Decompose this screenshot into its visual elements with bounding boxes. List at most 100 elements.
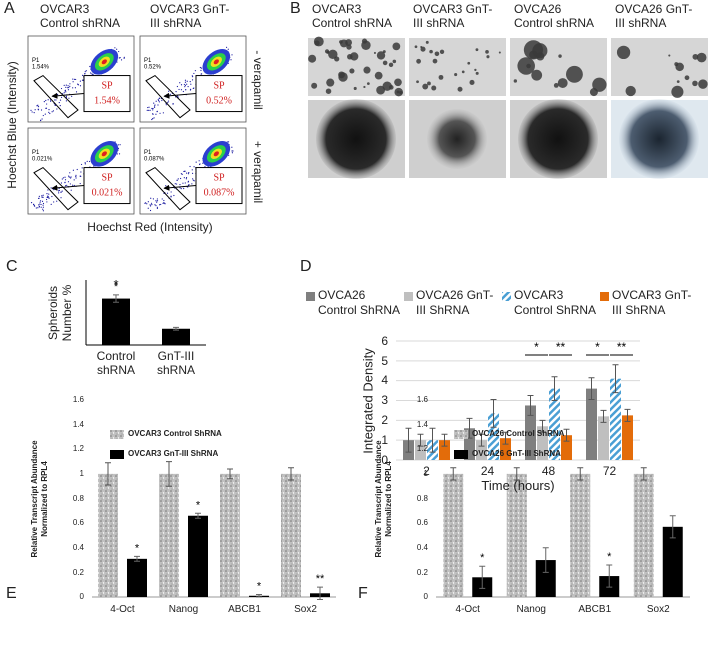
- cytometry-dot: [191, 79, 194, 81]
- bar: [549, 388, 560, 460]
- cytometry-dot: [50, 100, 52, 102]
- cell-cluster: [467, 61, 471, 65]
- cytometry-dot: [230, 59, 232, 61]
- bar: [610, 378, 621, 460]
- cytometry-dot: [69, 177, 72, 179]
- cytometry-dot: [47, 189, 49, 191]
- cytometry-dot: [42, 206, 45, 208]
- error-bar: [600, 409, 607, 423]
- cytometry-dot: [191, 76, 194, 78]
- cytometry-dot: [30, 109, 32, 111]
- cytometry-dot: [75, 91, 78, 93]
- cell-cluster: [558, 54, 562, 58]
- cell-cluster: [427, 81, 431, 86]
- cytometry-dot: [184, 79, 187, 81]
- cytometry-dot: [179, 187, 181, 189]
- cytometry-dot: [148, 106, 150, 108]
- cytometry-dot: [186, 83, 188, 85]
- cytometry-dot: [43, 101, 45, 103]
- cytometry-dot: [37, 104, 39, 106]
- cytometry-dot: [156, 198, 158, 200]
- bar: [633, 473, 654, 597]
- sp-box: [195, 167, 243, 205]
- cytometry-dot: [31, 111, 33, 113]
- cytometry-dot: [192, 178, 194, 180]
- error-bar: [288, 467, 294, 481]
- sp-box: [83, 75, 131, 113]
- cytometry-dot: [40, 109, 43, 111]
- y-tick-label: 1.2: [416, 444, 428, 454]
- significance: *: [114, 281, 119, 293]
- cytometry-dot: [67, 85, 69, 87]
- column-header: OVCA26 Control shRNA: [514, 2, 595, 30]
- cytometry-dot: [118, 50, 120, 53]
- cytometry-dot: [180, 89, 183, 91]
- cell-cluster: [461, 70, 465, 74]
- cytometry-dot: [84, 71, 86, 73]
- cytometry-dot: [160, 203, 162, 206]
- cytometry-dot: [74, 87, 77, 89]
- cell-cluster: [526, 63, 531, 69]
- cell-cluster: [346, 44, 352, 50]
- cell-cluster: [692, 53, 699, 60]
- cytometry-dot: [47, 196, 50, 198]
- cytometry-dot: [149, 204, 151, 206]
- cytometry-dot: [42, 208, 44, 210]
- cytometry-dot: [39, 203, 41, 205]
- bar: [586, 388, 597, 460]
- cytometry-dot: [60, 87, 63, 90]
- cytometry-dot: [68, 175, 70, 177]
- cytometry-dot: [189, 89, 192, 91]
- significance: *: [480, 552, 485, 564]
- cell-cluster: [616, 45, 631, 60]
- cytometry-dot: [74, 78, 76, 80]
- bar: [127, 558, 147, 597]
- gate-arrow: [163, 184, 197, 191]
- legend-label: OVCA26 GnT-III ShRNA: [472, 449, 561, 458]
- y-tick-label: 0.4: [72, 542, 84, 552]
- cell-cluster: [374, 71, 383, 80]
- cytometry-dot: [155, 205, 157, 207]
- cell-cluster: [392, 59, 397, 64]
- bar: [415, 440, 426, 460]
- cytometry-dot: [79, 85, 82, 87]
- cell-cluster: [324, 49, 330, 54]
- cell-cluster: [676, 80, 680, 84]
- panel-label: E: [6, 585, 17, 602]
- x-tick-label: Sox2: [646, 604, 670, 615]
- significance: *: [607, 551, 612, 563]
- y-tick-label: 0.4: [416, 542, 428, 552]
- cytometry-density: [213, 151, 219, 157]
- cytometry-dot: [167, 100, 170, 102]
- sp-title: SP: [213, 81, 225, 92]
- cytometry-dot: [184, 86, 186, 88]
- cytometry-dot: [39, 200, 42, 202]
- cytometry-dot: [192, 179, 195, 181]
- cell-cluster: [361, 40, 371, 50]
- cytometry-dot: [84, 163, 86, 165]
- sp-value: 0.021%: [92, 188, 123, 199]
- cytometry-dot: [193, 166, 195, 168]
- cell-cluster: [353, 86, 357, 90]
- cytometry-dot: [186, 80, 188, 82]
- x-tick-label: 72: [602, 464, 617, 478]
- panel-label: A: [4, 0, 15, 17]
- bar: [662, 526, 683, 597]
- cytometry-dot: [37, 197, 40, 200]
- cytometry-dot: [41, 196, 43, 198]
- cytometry-dot: [231, 152, 233, 154]
- cytometry-dot: [180, 188, 182, 190]
- cytometry-dot: [65, 91, 67, 93]
- row-label: + verapamil: [251, 140, 265, 204]
- cytometry-dot: [47, 99, 49, 101]
- cytometry-dot: [72, 87, 74, 89]
- spheroid: [316, 99, 396, 179]
- error-bar: [441, 433, 448, 447]
- cell-cluster: [553, 82, 559, 88]
- cell-cluster: [313, 36, 324, 47]
- cytometry-dot: [69, 183, 71, 185]
- cell-cluster: [684, 75, 690, 81]
- cell-cluster: [485, 49, 489, 54]
- cytometry-dot: [65, 95, 67, 97]
- bar: [488, 413, 499, 460]
